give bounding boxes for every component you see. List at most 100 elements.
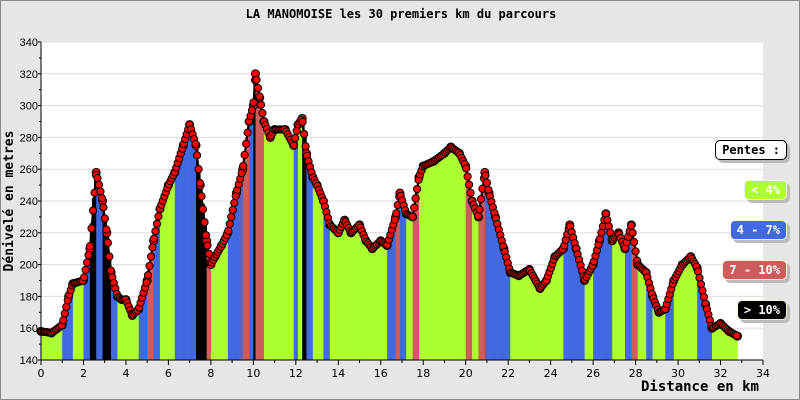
slope-bar <box>221 241 224 360</box>
slope-bar <box>716 324 719 360</box>
slope-bar <box>402 199 405 360</box>
profile-marker <box>239 161 248 171</box>
profile-marker <box>392 209 401 218</box>
slope-bar <box>391 224 394 360</box>
slope-bar <box>684 260 687 360</box>
x-tick-label: 14 <box>331 367 345 380</box>
profile-marker <box>300 129 309 139</box>
profile-marker <box>200 218 209 227</box>
profile-marker <box>80 273 89 282</box>
profile-marker <box>146 252 156 261</box>
slope-bar <box>253 73 256 361</box>
slope-bar <box>593 256 596 360</box>
slope-bar <box>119 297 122 360</box>
slope-bar <box>652 296 655 360</box>
profile-marker <box>408 212 417 221</box>
profile-marker <box>82 258 92 267</box>
slope-bar <box>68 290 72 360</box>
slope-bar <box>295 124 299 361</box>
slope-bar <box>729 331 732 360</box>
slope-bar <box>671 280 675 360</box>
slope-bar <box>98 181 101 360</box>
slope-bar <box>482 172 486 360</box>
slope-bar <box>624 240 628 360</box>
profile-marker <box>191 139 200 149</box>
profile-marker <box>225 219 234 228</box>
slope-bar <box>123 299 127 360</box>
slope-bar <box>658 311 662 360</box>
slope-bar <box>463 161 467 360</box>
slope-bar <box>627 232 630 360</box>
slope-bar <box>274 129 278 360</box>
slope-bar <box>571 232 575 360</box>
slope-bar <box>457 151 460 360</box>
slope-bar <box>172 172 176 360</box>
slope-bar <box>433 159 437 360</box>
slope-bar <box>701 286 704 360</box>
slope-bar <box>132 313 135 360</box>
slope-bar <box>306 153 309 360</box>
slope-bar <box>153 230 156 360</box>
slope-bar <box>520 273 524 360</box>
profile-marker <box>102 225 111 234</box>
slope-bar <box>319 190 322 360</box>
slope-bar <box>544 280 547 360</box>
slope-bar <box>272 129 275 360</box>
profile-marker <box>289 141 298 150</box>
slope-bar <box>255 73 258 361</box>
slope-bar <box>113 280 116 360</box>
profile-marker <box>149 234 159 243</box>
slope-bar <box>667 294 670 360</box>
slope-bar <box>142 287 146 360</box>
slope-bar <box>639 266 643 360</box>
slope-bar <box>669 287 672 360</box>
slope-bar <box>102 201 106 360</box>
profile-marker <box>203 241 212 250</box>
slope-bar <box>149 254 152 360</box>
slope-bar <box>531 273 534 360</box>
slope-bar <box>308 161 311 360</box>
slope-bar <box>340 224 343 360</box>
slope-bar <box>563 240 566 360</box>
x-tick-label: 20 <box>459 367 473 380</box>
slope-bar <box>648 280 651 360</box>
slope-bar <box>134 311 137 360</box>
slope-bar <box>421 166 424 360</box>
slope-bar <box>603 213 607 360</box>
profile-marker <box>256 100 266 109</box>
profile-marker <box>81 265 90 274</box>
slope-bar <box>499 232 503 360</box>
slope-bar <box>665 301 668 360</box>
slope-bar <box>444 151 447 360</box>
slope-bar <box>361 230 365 360</box>
slope-bar <box>85 259 89 360</box>
profile-marker <box>105 252 114 261</box>
profile-marker <box>97 194 107 203</box>
slope-bar <box>117 296 120 360</box>
slope-bar <box>72 283 76 360</box>
x-tick-label: 30 <box>671 367 685 380</box>
x-tick-label: 12 <box>289 367 303 380</box>
slope-bar <box>213 256 216 360</box>
profile-marker <box>255 92 264 101</box>
profile-marker <box>249 98 258 107</box>
slope-bar <box>580 264 583 360</box>
profile-marker <box>100 214 110 223</box>
slope-bar <box>620 238 624 360</box>
slope-bar <box>427 163 430 360</box>
slope-bar <box>523 271 526 360</box>
slope-bar <box>77 281 80 360</box>
slope-bar <box>733 333 736 360</box>
profile-marker <box>197 192 206 201</box>
slope-bar <box>495 216 498 360</box>
slope-bar <box>455 150 458 360</box>
slope-bar <box>293 135 297 360</box>
slope-bar <box>312 177 316 360</box>
slope-bar <box>431 161 435 360</box>
profile-marker <box>154 212 163 221</box>
slope-bar <box>467 177 471 360</box>
slope-bar <box>166 185 169 360</box>
slope-bar <box>469 189 473 360</box>
profile-marker <box>142 278 151 287</box>
profile-marker <box>148 243 157 252</box>
